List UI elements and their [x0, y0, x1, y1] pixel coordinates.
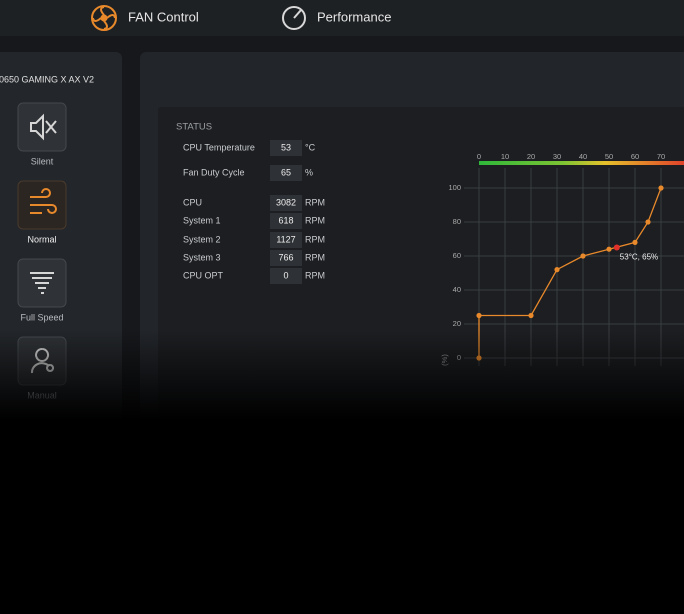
performance-icon — [282, 6, 306, 30]
y-tick-label: 60 — [453, 251, 461, 260]
x-tick-label: 10 — [501, 152, 509, 161]
status-unit: RPM — [305, 270, 325, 280]
nav-item[interactable]: Performance — [317, 9, 391, 24]
value-box — [270, 213, 302, 229]
status-value: 766 — [278, 252, 293, 262]
status-unit: % — [305, 167, 313, 177]
mode-label: Normal — [27, 234, 56, 244]
x-tick-label: 70 — [657, 152, 665, 161]
value-box — [270, 165, 302, 181]
mode-icon — [30, 188, 57, 214]
y-tick-label: 20 — [453, 319, 461, 328]
y-tick-label: 100 — [448, 183, 461, 192]
value-box — [270, 268, 302, 284]
x-tick-label: 30 — [553, 152, 561, 161]
nav-item[interactable]: FAN Control — [128, 9, 199, 24]
temperature-bar — [479, 161, 684, 165]
current-point — [613, 244, 620, 251]
y-tick-label: 40 — [453, 285, 461, 294]
value-box — [270, 250, 302, 266]
status-label: CPU OPT — [183, 270, 224, 280]
dark-area — [0, 420, 684, 614]
mode-label: Full Speed — [20, 312, 63, 322]
x-tick-label: 40 — [579, 152, 587, 161]
x-tick-label: 60 — [631, 152, 639, 161]
y-tick-label: 80 — [453, 217, 461, 226]
status-title: STATUS — [176, 122, 212, 133]
status-unit: RPM — [305, 215, 325, 225]
status-value: 53 — [281, 142, 291, 152]
status-unit: °C — [305, 142, 316, 152]
status-label: System 2 — [183, 234, 221, 244]
value-box — [270, 232, 302, 248]
x-tick-label: 50 — [605, 152, 613, 161]
curve-point — [528, 312, 534, 319]
curve-point — [476, 312, 482, 319]
status-label: CPU — [183, 197, 202, 207]
fade-overlay — [0, 330, 684, 420]
curve-point — [580, 253, 586, 259]
value-box — [270, 140, 302, 156]
fan-icon — [91, 5, 117, 31]
status-label: Fan Duty Cycle — [183, 167, 245, 177]
status-value: 0 — [283, 270, 288, 280]
status-value: 3082 — [276, 197, 296, 207]
status-label: System 1 — [183, 215, 221, 225]
current-label: 53°C, 65% — [620, 253, 658, 262]
x-tick-label: 0 — [477, 152, 481, 161]
mode-icon — [30, 113, 57, 141]
value-box — [270, 195, 302, 211]
status-label: System 3 — [183, 252, 221, 262]
curve-point — [632, 239, 638, 245]
status-unit: RPM — [305, 234, 325, 244]
status-unit: RPM — [305, 197, 325, 207]
curve-point — [554, 267, 560, 273]
curve-point — [658, 185, 664, 191]
status-unit: RPM — [305, 252, 325, 262]
curve-point — [645, 219, 651, 225]
status-value: 618 — [278, 215, 293, 225]
device-name: 0650 GAMING X AX V2 — [0, 74, 94, 84]
curve-point — [606, 246, 612, 252]
status-value: 65 — [281, 167, 291, 177]
mode-label: Silent — [31, 156, 54, 166]
mode-icon — [30, 272, 54, 294]
status-value: 1127 — [276, 234, 295, 244]
status-label: CPU Temperature — [183, 142, 255, 152]
x-tick-label: 20 — [527, 152, 535, 161]
